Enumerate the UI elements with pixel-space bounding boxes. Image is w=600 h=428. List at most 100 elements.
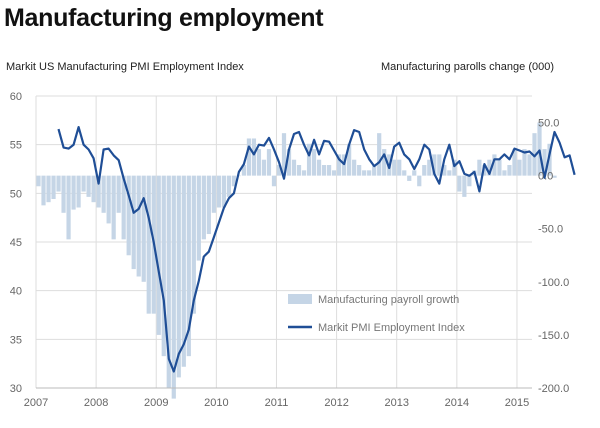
- payroll-bar: [126, 175, 131, 256]
- payroll-bar: [547, 143, 552, 176]
- payroll-bar: [377, 133, 382, 176]
- payroll-bar: [221, 175, 226, 208]
- payroll-bar: [106, 175, 111, 224]
- payroll-bar: [81, 175, 86, 192]
- payroll-bar: [266, 149, 272, 176]
- payroll-bar: [216, 175, 221, 208]
- payroll-bar: [316, 159, 322, 176]
- payroll-bar: [357, 165, 362, 176]
- payroll-bar: [552, 175, 557, 178]
- payroll-bar: [146, 175, 151, 314]
- left-tick-label: 60: [10, 91, 22, 103]
- payroll-bar: [372, 165, 377, 176]
- payroll-bar: [111, 175, 116, 240]
- right-tick-label: -200.0: [538, 383, 569, 395]
- payroll-bar: [261, 159, 267, 176]
- pmi-line: [57, 125, 576, 373]
- payroll-bar: [311, 149, 317, 176]
- payroll-bar: [512, 149, 517, 176]
- payroll-bar: [402, 170, 407, 176]
- left-tick-label: 45: [10, 237, 22, 249]
- payroll-bar: [121, 175, 126, 240]
- payroll-bar: [196, 175, 201, 261]
- payroll-bar: [502, 170, 507, 176]
- legend-line-label: Markit PMI Employment Index: [318, 322, 465, 334]
- payroll-bar: [206, 175, 211, 235]
- x-tick-label: 2011: [265, 397, 289, 409]
- payroll-bar: [427, 159, 432, 176]
- payroll-bar: [467, 175, 472, 187]
- payroll-bar: [176, 175, 181, 378]
- payroll-bar: [96, 175, 101, 208]
- payroll-bar: [442, 165, 447, 176]
- payroll-bar: [352, 159, 357, 176]
- payroll-bar: [256, 149, 262, 176]
- payroll-bar: [156, 175, 161, 335]
- x-tick-label: 2015: [505, 397, 529, 409]
- right-tick-label: 0.0: [538, 171, 553, 183]
- payroll-bar: [437, 154, 442, 176]
- payroll-bar: [241, 165, 247, 176]
- payroll-bar: [71, 175, 76, 210]
- payroll-bar: [392, 159, 397, 176]
- payroll-bar: [382, 149, 387, 176]
- payroll-bar: [482, 165, 487, 176]
- x-tick-label: 2007: [24, 397, 48, 409]
- payroll-bar: [181, 175, 186, 367]
- left-axis-label: Markit US Manufacturing PMI Employment I…: [6, 61, 244, 73]
- payroll-bar: [517, 159, 522, 176]
- bar-layer: [36, 122, 557, 399]
- right-axis-label: Manufacturing parolls change (000): [380, 61, 554, 73]
- legend-bar-label: Manufacturing payroll growth: [318, 294, 459, 306]
- payroll-bar: [91, 175, 96, 203]
- payroll-bar: [326, 165, 332, 176]
- x-tick-label: 2014: [445, 397, 469, 409]
- payroll-bar: [542, 149, 547, 176]
- payroll-bar: [507, 165, 512, 176]
- payroll-bar: [331, 170, 337, 176]
- payroll-bar: [186, 175, 191, 357]
- left-tick-label: 30: [10, 383, 22, 395]
- payroll-bar: [166, 175, 171, 388]
- x-tick-label: 2012: [324, 397, 348, 409]
- payroll-bar: [86, 175, 91, 197]
- payroll-bar: [347, 143, 352, 176]
- payroll-bar: [422, 165, 427, 176]
- axis-layer: 30 35 40 45 50 55 60 50.0 0.0 -50.0 -100.0 -150.0 -2…: [10, 91, 569, 409]
- line-layer: [57, 125, 576, 373]
- payroll-bar: [131, 175, 136, 270]
- x-tick-label: 2010: [204, 397, 228, 409]
- payroll-bar: [412, 170, 417, 176]
- payroll-bar: [191, 175, 196, 314]
- payroll-bar: [537, 122, 542, 176]
- payroll-bar: [487, 159, 492, 176]
- grid-layer: [35, 95, 532, 389]
- payroll-bar: [231, 175, 237, 187]
- left-tick-label: 50: [10, 188, 22, 200]
- payroll-bar: [141, 175, 146, 282]
- x-tick-label: 2009: [144, 397, 168, 409]
- payroll-bar: [171, 175, 176, 399]
- payroll-bar: [61, 175, 66, 213]
- payroll-bar: [56, 175, 61, 192]
- x-tick-label: 2008: [84, 397, 108, 409]
- payroll-bar: [296, 165, 302, 176]
- payroll-bar: [397, 159, 402, 176]
- payroll-bar: [462, 175, 467, 197]
- left-tick-label: 35: [10, 334, 22, 346]
- payroll-bar: [492, 154, 497, 176]
- payroll-bar: [447, 170, 452, 176]
- payroll-bar: [291, 159, 297, 176]
- right-tick-label: 50.0: [538, 118, 559, 130]
- payroll-bar: [281, 133, 287, 176]
- payroll-bar: [362, 170, 367, 176]
- legend-bar-swatch: [288, 294, 312, 304]
- payroll-bar: [251, 138, 257, 176]
- payroll-bar: [41, 175, 46, 206]
- left-tick-label: 55: [10, 140, 22, 152]
- payroll-bar: [276, 165, 282, 176]
- payroll-bar: [497, 159, 502, 176]
- payroll-bar: [452, 159, 457, 176]
- payroll-bar: [477, 159, 482, 176]
